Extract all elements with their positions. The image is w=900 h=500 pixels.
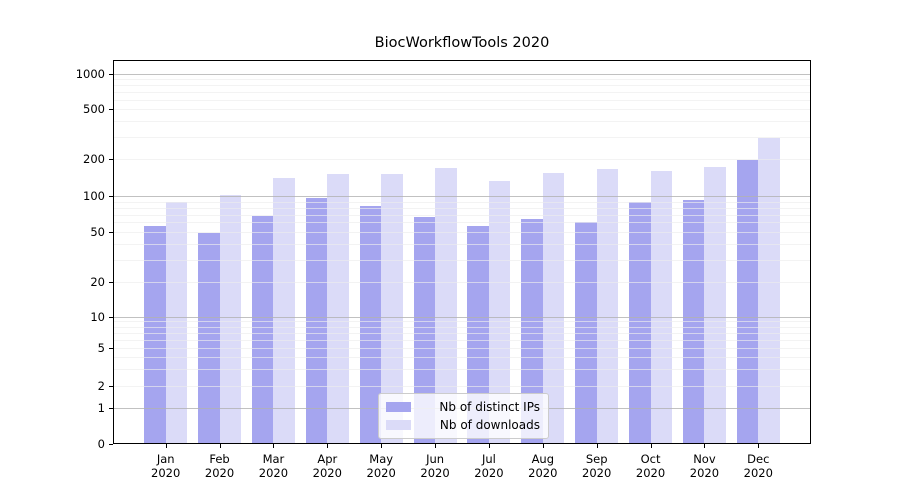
- y-axis-tick-label-50: 50: [90, 224, 105, 239]
- legend-row-downloads: Nb of downloads: [386, 418, 540, 432]
- x-axis-tick-label-oct: Oct 2020: [635, 451, 666, 481]
- bar-distinct-ips-feb: [198, 232, 220, 444]
- x-axis-tick-nov: [704, 444, 706, 448]
- y-axis-tick-1000: [109, 74, 113, 75]
- bar-downloads-mar: [273, 177, 295, 444]
- y-axis-tick-1: [109, 407, 113, 409]
- gridline-minor-50: [113, 231, 811, 233]
- y-axis-tick-label-1000: 1000: [75, 67, 105, 81]
- y-axis-tick-label-20: 20: [90, 275, 105, 289]
- chart-title: BiocWorkflowTools 2020: [374, 35, 550, 51]
- legend-label-downloads: Nb of downloads: [439, 418, 540, 432]
- x-axis-tick-label-aug: Aug 2020: [528, 451, 558, 481]
- legend-row-distinct-ips: Nb of distinct IPs: [386, 400, 540, 414]
- y-axis-tick-100: [109, 196, 113, 198]
- x-axis-tick-feb: [219, 444, 221, 448]
- x-axis-tick-oct: [650, 444, 652, 448]
- x-axis-tick-label-mar: Mar 2020: [258, 451, 289, 481]
- bar-downloads-sep: [596, 169, 619, 444]
- bar-downloads-dec: [758, 137, 780, 444]
- gridline-minor-2: [113, 385, 811, 387]
- y-axis-tick-50: [109, 231, 113, 233]
- gridline-minor-90: [113, 201, 811, 203]
- gridline-minor-8: [113, 326, 811, 328]
- gridline-minor-4: [113, 357, 811, 359]
- legend: Nb of distinct IPs Nb of downloads: [378, 393, 549, 439]
- y-axis-tick-200: [109, 159, 113, 160]
- x-axis-tick-label-nov: Nov 2020: [689, 451, 720, 481]
- plot-area-border: [113, 60, 811, 444]
- gridline-minor-9: [113, 321, 811, 323]
- y-axis-tick-label-0: 0: [97, 436, 105, 451]
- x-axis-tick-label-jun: Jun 2020: [420, 451, 450, 481]
- gridline-minor-500: [113, 108, 811, 110]
- legend-label-distinct-ips: Nb of distinct IPs: [439, 400, 540, 414]
- x-axis-tick-dec: [758, 444, 760, 448]
- gridline-major-10: [113, 316, 811, 318]
- gridline-major-1000: [113, 74, 811, 75]
- bar-distinct-ips-nov: [682, 200, 705, 444]
- y-axis-tick-label-10: 10: [90, 309, 105, 324]
- gridline-minor-700: [113, 91, 811, 93]
- bar-downloads-nov: [704, 167, 726, 444]
- bar-downloads-jan: [165, 201, 188, 444]
- gridline-minor-70: [113, 214, 811, 216]
- bar-distinct-ips-sep: [575, 221, 597, 444]
- gridline-minor-3: [113, 369, 811, 371]
- x-axis-tick-jun: [435, 444, 437, 448]
- legend-swatch-distinct-ips: [386, 402, 411, 412]
- x-axis-tick-may: [381, 444, 383, 448]
- y-axis-tick-20: [109, 282, 113, 283]
- y-axis-tick-10: [109, 316, 113, 318]
- gridline-minor-400: [113, 120, 811, 122]
- x-axis-tick-label-jul: Jul 2020: [474, 451, 504, 481]
- bar-distinct-ips-mar: [251, 215, 274, 444]
- y-axis-tick-500: [109, 108, 113, 110]
- y-axis-tick-label-1: 1: [97, 400, 105, 415]
- gridline-minor-300: [113, 136, 811, 138]
- gridline-minor-40: [113, 243, 811, 245]
- bar-downloads-apr: [327, 174, 349, 444]
- gridline-minor-60: [113, 222, 811, 224]
- y-axis-tick-label-500: 500: [83, 101, 105, 116]
- y-axis-tick-label-5: 5: [97, 341, 105, 355]
- y-axis-tick-2: [109, 385, 113, 387]
- x-axis-tick-label-dec: Dec 2020: [743, 451, 773, 481]
- x-axis-tick-jan: [165, 444, 167, 448]
- y-axis-tick-0: [109, 443, 113, 445]
- x-axis-tick-label-sep: Sep 2020: [582, 451, 612, 481]
- legend-swatch-downloads: [386, 420, 411, 430]
- gridline-minor-600: [113, 99, 811, 101]
- bar-downloads-feb: [219, 194, 242, 444]
- bar-distinct-ips-oct: [629, 201, 651, 444]
- gridline-major-100: [113, 196, 811, 198]
- bar-distinct-ips-jan: [144, 225, 166, 444]
- x-axis-tick-label-may: May 2020: [366, 451, 396, 481]
- bar-distinct-ips-dec: [736, 159, 759, 444]
- x-axis-tick-label-jan: Jan 2020: [151, 451, 181, 481]
- gridline-minor-20: [113, 282, 811, 283]
- x-axis-tick-sep: [596, 444, 598, 448]
- gridline-minor-900: [113, 79, 811, 81]
- x-axis-tick-mar: [273, 444, 275, 448]
- x-axis-tick-jul: [488, 444, 490, 448]
- bar-downloads-oct: [650, 171, 673, 444]
- x-axis-tick-label-feb: Feb 2020: [204, 451, 235, 481]
- x-axis-tick-apr: [327, 444, 329, 448]
- y-axis-tick-label-100: 100: [83, 189, 105, 204]
- gridline-minor-30: [113, 259, 811, 261]
- y-axis-tick-label-200: 200: [83, 152, 105, 166]
- gridline-minor-5: [113, 348, 811, 349]
- gridline-minor-7: [113, 332, 811, 334]
- gridline-minor-6: [113, 339, 811, 341]
- y-axis-tick-label-2: 2: [97, 378, 105, 393]
- gridline-minor-200: [113, 159, 811, 160]
- y-axis-tick-5: [109, 348, 113, 349]
- x-axis-tick-aug: [542, 444, 544, 448]
- gridline-minor-80: [113, 207, 811, 209]
- gridline-minor-800: [113, 85, 811, 87]
- x-axis-tick-label-apr: Apr 2020: [312, 451, 342, 481]
- bar-distinct-ips-apr: [305, 198, 328, 444]
